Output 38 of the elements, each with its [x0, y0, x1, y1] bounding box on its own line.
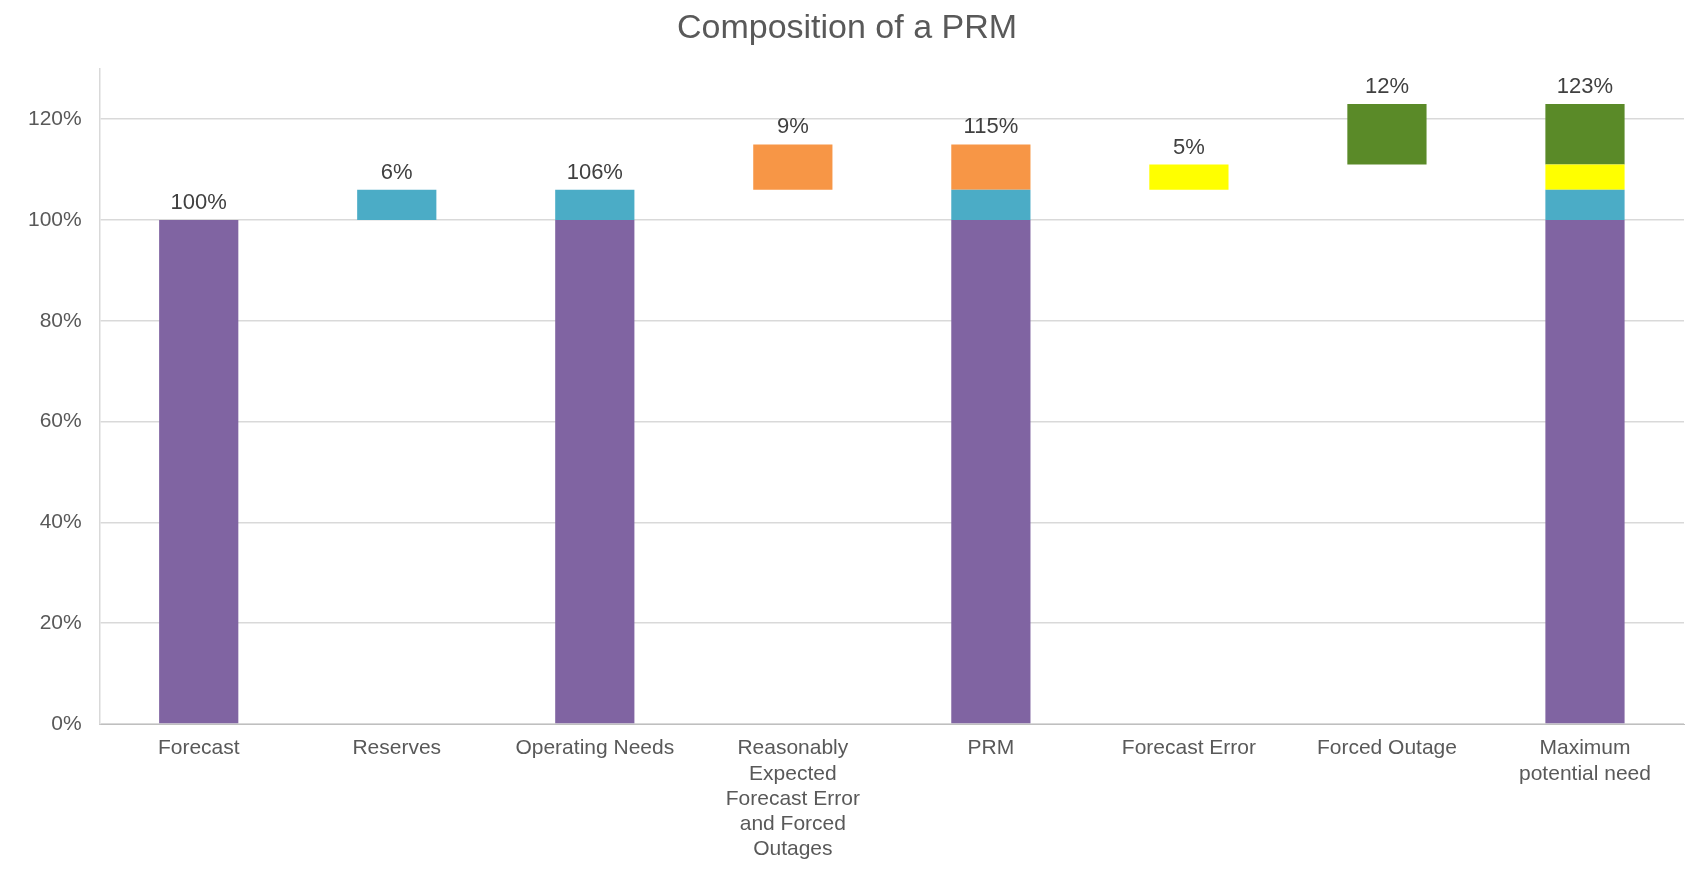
bar — [753, 144, 833, 190]
y-tick-label: 60% — [39, 408, 82, 432]
bar — [951, 189, 1031, 220]
y-tick-label: 80% — [39, 307, 82, 331]
bar — [357, 189, 437, 220]
total-label: 123% — [1556, 73, 1614, 99]
bar — [1149, 164, 1229, 190]
y-tick-label: 0% — [51, 710, 82, 734]
bar — [1545, 220, 1625, 724]
total-label: 5% — [1173, 133, 1205, 159]
y-tick-label: 100% — [27, 206, 82, 230]
y-tick-label: 40% — [39, 509, 82, 533]
bar — [555, 220, 635, 724]
total-label: 12% — [1364, 73, 1409, 99]
total-label: 100% — [170, 189, 227, 215]
x-tick-label: Forecast — [157, 735, 240, 759]
total-label: 106% — [566, 158, 623, 184]
bar — [159, 220, 239, 724]
x-tick-label: PRM — [967, 735, 1015, 759]
total-label: 6% — [380, 158, 413, 184]
bar — [951, 220, 1031, 724]
x-tick-label: Reasonably Expected Forecast Error and Forced Outages — [725, 735, 860, 860]
bar — [1545, 189, 1625, 220]
x-tick-label: Maximum potential need — [1519, 735, 1651, 784]
y-tick-label: 120% — [27, 106, 82, 129]
x-tick-label: Operating Needs — [515, 735, 675, 759]
chart-title: Composition of a PRM — [676, 6, 1018, 45]
x-tick-label: Forced Outage — [1316, 735, 1457, 759]
bar — [555, 189, 635, 220]
bar — [1347, 104, 1427, 165]
x-tick-label: Reserves — [352, 735, 442, 759]
total-label: 9% — [776, 113, 809, 139]
total-label: 115% — [963, 113, 1019, 139]
bar — [1545, 164, 1625, 190]
bar — [1545, 104, 1625, 165]
bar — [951, 144, 1031, 190]
x-tick-label: Forecast Error — [1121, 735, 1257, 759]
y-tick-label: 20% — [39, 610, 82, 633]
